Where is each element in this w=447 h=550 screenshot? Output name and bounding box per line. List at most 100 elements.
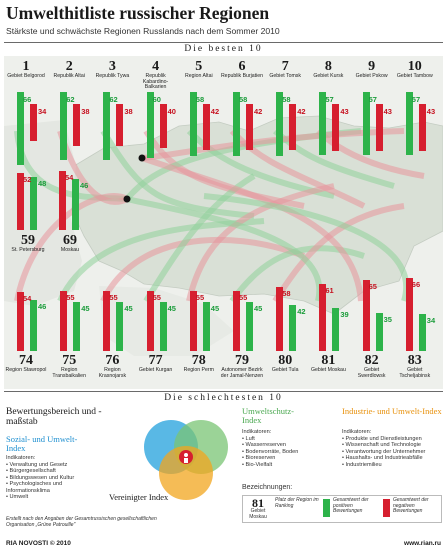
connector-arc [272, 203, 405, 303]
eco-indicators-label: Indikatoren: [242, 429, 272, 435]
map-panel: 1 Gebiet Belgorod 66 34 2 Republik Altai 62 38 3… [4, 56, 443, 389]
region-name: Gebiet Tambow [396, 73, 433, 79]
connector-arc [141, 128, 405, 161]
positive-bar [418, 313, 426, 351]
positive-value: 58 [239, 95, 248, 104]
region-name: Gebiet Belgorod [7, 73, 45, 79]
source-note: Erstellt nach den Angaben der Gesamtruss… [6, 516, 157, 528]
industry-index-title: Industrie- und Umwelt-Index [342, 406, 442, 416]
rank-number: 5 [195, 59, 203, 74]
positive-bar [319, 92, 327, 155]
positive-value: 58 [195, 95, 205, 104]
legend-red-swatch [383, 499, 390, 517]
best-band: Die besten 10 [4, 42, 443, 57]
eco-indicator: • Bio-Vielfalt [242, 461, 273, 468]
best-rank-label: 5 Region Altai [177, 60, 221, 80]
rank-number: 10 [407, 59, 422, 74]
negative-value: 43 [383, 107, 392, 116]
negative-value: 38 [81, 107, 90, 116]
region-name: Gebiet Tomsk [269, 73, 301, 79]
negative-bar [59, 170, 66, 230]
footer-url[interactable]: www.rian.ru [404, 540, 441, 547]
rank-number: 78 [191, 353, 206, 368]
rank-number: 75 [62, 353, 77, 368]
social-indicator: • Umwelt [6, 494, 29, 501]
legend-region: Gebiet Moskau [249, 508, 267, 520]
worst-rank-label: 77 Gebiet Kurgan [134, 354, 178, 374]
positive-value: 57 [325, 95, 334, 104]
negative-bar [17, 172, 24, 230]
eco-indicator: • Wasserreserven [242, 442, 287, 449]
connector-arc [14, 193, 129, 302]
best-rank-label: 7 Gebiet Tomsk [263, 60, 307, 80]
best-rank-label: 4 Republik Kabardino-Balkarien [134, 60, 178, 91]
negative-value: 55 [239, 292, 248, 302]
rank-number: 3 [108, 59, 116, 74]
positive-bar [30, 300, 37, 351]
positive-bar [159, 301, 167, 351]
negative-bar [332, 104, 340, 152]
negative-value: 38 [124, 107, 133, 116]
best-rank-label: 1 Gebiet Belgorod [4, 60, 48, 80]
positive-bar [17, 92, 24, 165]
worst-rank-label: 76 Region Krasnojarsk [90, 354, 134, 379]
negative-bar [233, 290, 240, 351]
eco-indicator: • Bioreserven [242, 455, 276, 462]
negative-value: 43 [340, 107, 349, 116]
best-rank-label: 8 Gebiet Kursk [306, 60, 350, 80]
negative-bar [246, 104, 253, 151]
positive-bar [103, 92, 111, 161]
social-indicator: • Bürgergesellschaft [6, 468, 56, 475]
region-name: Gebiet Moskau [310, 367, 346, 373]
negative-bar [30, 104, 37, 142]
social-indicator-list: • Verwaltung und Gesetz • Bürgergesellsch… [6, 462, 106, 500]
venn-diagram [144, 420, 228, 500]
negative-value: 54 [65, 172, 74, 182]
connector-arc [126, 196, 323, 302]
region-name: Gebiet Tscheljabinsk [399, 367, 431, 379]
map-drawing [4, 115, 443, 356]
industry-indicator: • Haushalts- und Industrieabfälle [342, 455, 423, 462]
region-name: St. Petersburg [11, 247, 45, 253]
negative-value: 42 [254, 107, 263, 116]
region-name: Gebiet Pskow [355, 73, 388, 79]
positive-value: 46 [80, 181, 89, 191]
negative-bar [159, 104, 167, 148]
positive-bar [405, 92, 413, 155]
best-rank-label: 6 Republik Burjatien [220, 60, 264, 80]
negative-value: 42 [297, 107, 306, 116]
industry-indicators-label: Indikatoren: [342, 429, 372, 435]
legend-rank: 81 [252, 496, 264, 510]
worst-rank-label: 75 Region Transbaikalien [47, 354, 91, 379]
positive-value: 39 [340, 310, 349, 320]
legend-red-desc: Gesamtwert der negativen Bewertungen [393, 497, 429, 515]
rank-number: 81 [321, 353, 336, 368]
positive-bar [362, 92, 370, 155]
legend-box: 81 Gebiet Moskau Platz der Region im Ran… [242, 495, 442, 523]
negative-bar [189, 290, 197, 351]
rank-number: 7 [281, 59, 289, 74]
region-name: Gebiet Kursk [313, 73, 344, 79]
method-heading: Bewertungsbereich und -maßstab [6, 407, 102, 427]
negative-value: 42 [210, 107, 220, 116]
negative-value: 55 [152, 292, 161, 302]
petersburg-marker [138, 154, 146, 162]
negative-value: 55 [66, 292, 75, 302]
positive-value: 48 [38, 179, 47, 189]
worst-rank-label: 79 Autonomer Bezirk der Jamal-Nenzen [220, 354, 264, 379]
negative-bar [116, 104, 124, 146]
page-title: Umwelthitliste russischer Regionen [6, 3, 270, 23]
industry-indicator: • Wissenschaft und Technologie [342, 442, 421, 449]
rank-number: 82 [364, 353, 379, 368]
negative-bar [276, 287, 284, 351]
eco-indicator-list: • Luft • Wasserreserven • Bodenvorräte, Bo… [242, 436, 332, 468]
eco-index-title: Umweltschutz-Index [242, 406, 294, 425]
negative-value: 54 [23, 293, 32, 303]
rank-number: 83 [407, 353, 422, 368]
negative-value: 61 [325, 285, 334, 295]
rank-number: 74 [19, 353, 33, 368]
region-name: Region Krasnojarsk [98, 367, 127, 379]
worst-rank-label: 80 Gebiet Tula [263, 354, 307, 374]
positive-bar [332, 308, 340, 351]
positive-value: 45 [81, 303, 90, 313]
